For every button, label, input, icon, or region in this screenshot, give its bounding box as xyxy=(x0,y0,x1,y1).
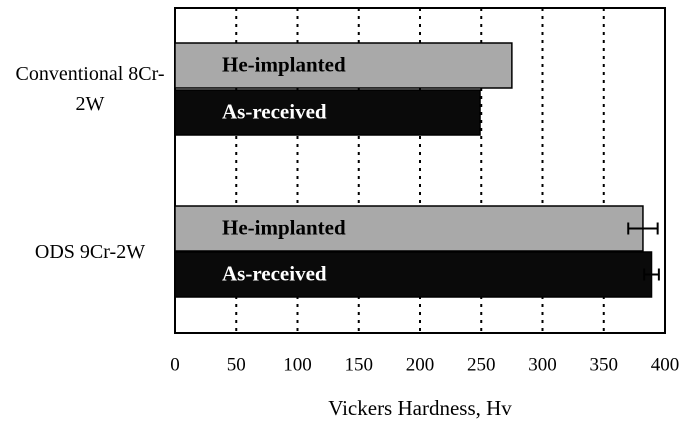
bar xyxy=(174,205,644,252)
x-tick-label: 300 xyxy=(528,354,557,375)
x-axis-label: Vickers Hardness, Hv xyxy=(328,396,512,420)
bar-label: As-received xyxy=(222,261,327,285)
x-tick-label: 0 xyxy=(170,354,180,375)
bar xyxy=(174,89,481,136)
error-bar xyxy=(627,222,659,235)
x-tick-label: 150 xyxy=(345,354,374,375)
bar-label: He-implanted xyxy=(222,52,346,76)
x-tick-label: 400 xyxy=(651,354,680,375)
bar-label: He-implanted xyxy=(222,215,346,239)
x-tick-label: 250 xyxy=(467,354,496,375)
bar xyxy=(174,251,653,298)
plot-frame xyxy=(174,7,666,334)
bar xyxy=(174,42,513,89)
category-label: ODS 9Cr-2W xyxy=(34,241,146,263)
x-tick-label: 100 xyxy=(283,354,312,375)
x-tick-label: 350 xyxy=(590,354,619,375)
error-bar xyxy=(643,268,660,281)
bar-label: As-received xyxy=(222,99,327,123)
category-label: Conventional 8Cr-2W xyxy=(15,63,165,115)
x-tick-label: 200 xyxy=(406,354,435,375)
x-tick-label: 50 xyxy=(227,354,246,375)
